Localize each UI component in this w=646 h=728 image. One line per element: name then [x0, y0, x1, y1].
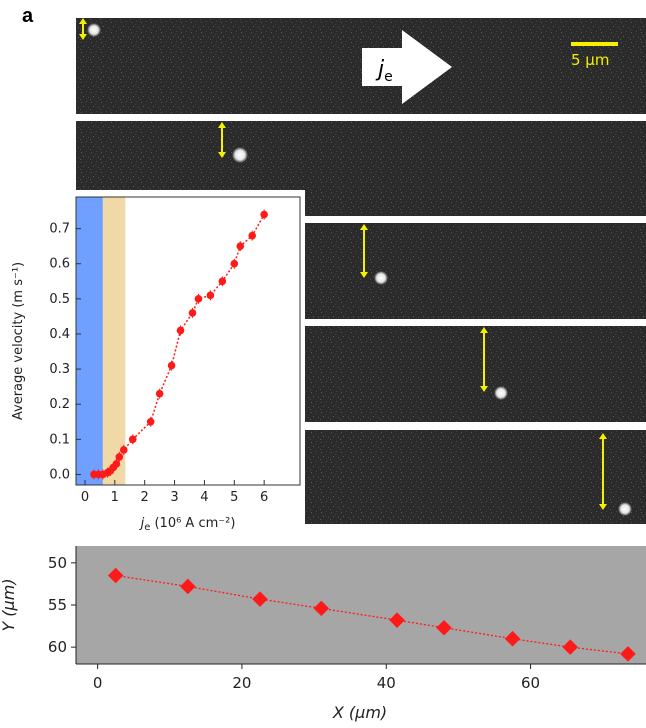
domain-blob-4: [494, 386, 508, 400]
velocity-chart: 0 1 2 3 4 5 6 0.0 0.1 0.2 0.3 0.4 0.5 0.6 0.7 Average …: [0, 190, 305, 542]
velocity-data-point: [146, 417, 155, 426]
domain-blob-2: [232, 147, 248, 163]
trajectory-y-axis-label: Y (µm): [0, 578, 18, 631]
velocity-band-1: [76, 197, 103, 485]
velocity-series-line: [93, 214, 265, 476]
velocity-x-tick-label: 5: [230, 490, 238, 505]
trajectory-chart-axes: 0 20 40 60 50 55 60: [48, 554, 540, 692]
velocity-data-point: [176, 326, 185, 335]
velocity-x-axis-label: je (10⁶ A cm⁻²): [139, 516, 236, 533]
velocity-data-point: [119, 446, 128, 454]
velocity-x-tick-label: 0: [81, 490, 89, 505]
velocity-data-point: [112, 460, 121, 468]
trajectory-y-tick-label: 50: [48, 554, 67, 572]
trajectory-x-tick-label: 40: [377, 674, 396, 692]
trajectory-data-point: [562, 639, 579, 655]
velocity-y-tick-label: 0.7: [49, 222, 70, 237]
velocity-data-point: [260, 210, 268, 219]
velocity-chart-bands: [76, 197, 126, 485]
current-direction-arrow: [362, 30, 452, 104]
trajectory-x-axis-label: X (µm): [332, 703, 387, 722]
velocity-x-tick-label: 2: [141, 490, 149, 505]
trajectory-chart: 0 20 40 60 50 55 60 Y (µm) X (µm): [0, 546, 646, 722]
velocity-data-point: [236, 242, 245, 250]
trajectory-y-tick-label: 55: [48, 596, 67, 614]
velocity-data-point: [155, 389, 164, 398]
velocity-data-point: [115, 453, 124, 461]
velocity-chart-frame: [75, 196, 301, 486]
velocity-y-tick-label: 0.5: [49, 292, 70, 307]
domain-blob-1: [87, 23, 101, 37]
velocity-chart-axes: 0 1 2 3 4 5 6 0.0 0.1 0.2 0.3 0.4 0.5 0.6 0.7: [49, 222, 268, 505]
scale-bar: [571, 42, 618, 46]
velocity-band-2: [102, 197, 126, 485]
velocity-y-tick-label: 0.6: [49, 257, 70, 272]
velocity-data-point: [188, 309, 197, 317]
trajectory-data-point: [180, 578, 196, 595]
velocity-chart-marks: [90, 209, 268, 480]
trajectory-chart-background: [76, 546, 646, 664]
image-strip-1: [76, 18, 646, 114]
domain-blob-3: [374, 271, 388, 285]
velocity-chart-background: [0, 190, 305, 542]
trajectory-x-tick-label: 20: [232, 674, 251, 692]
velocity-data-point: [230, 259, 239, 268]
velocity-y-tick-label: 0.0: [49, 467, 70, 482]
velocity-data-point: [194, 295, 203, 303]
velocity-data-point: [248, 231, 257, 240]
trajectory-x-tick-label: 60: [521, 674, 540, 692]
panel-label: a: [22, 5, 34, 27]
displacement-marker-3-heads: [360, 224, 368, 278]
velocity-y-tick-label: 0.2: [49, 397, 70, 412]
velocity-data-point: [128, 435, 137, 444]
displacement-marker-1-heads: [79, 18, 87, 40]
scale-bar-label: 5 µm: [571, 51, 609, 69]
domain-blob-5: [618, 502, 632, 516]
current-label: je: [375, 57, 393, 85]
velocity-y-tick-label: 0.4: [49, 327, 70, 342]
velocity-x-tick-label: 1: [111, 490, 119, 505]
trajectory-x-tick-label: 0: [93, 674, 103, 692]
velocity-y-tick-label: 0.3: [49, 362, 70, 377]
velocity-x-tick-label: 6: [260, 490, 268, 505]
velocity-x-tick-label: 4: [200, 490, 208, 505]
velocity-x-tick-label: 3: [170, 490, 178, 505]
velocity-y-tick-label: 0.1: [49, 432, 70, 447]
trajectory-y-tick-label: 60: [48, 638, 67, 656]
velocity-data-point: [167, 361, 176, 370]
velocity-data-point: [218, 277, 227, 286]
velocity-y-axis-label: Average velocity (m s⁻¹): [11, 262, 26, 420]
trajectory-data-point: [620, 646, 636, 662]
velocity-data-point: [206, 291, 215, 300]
